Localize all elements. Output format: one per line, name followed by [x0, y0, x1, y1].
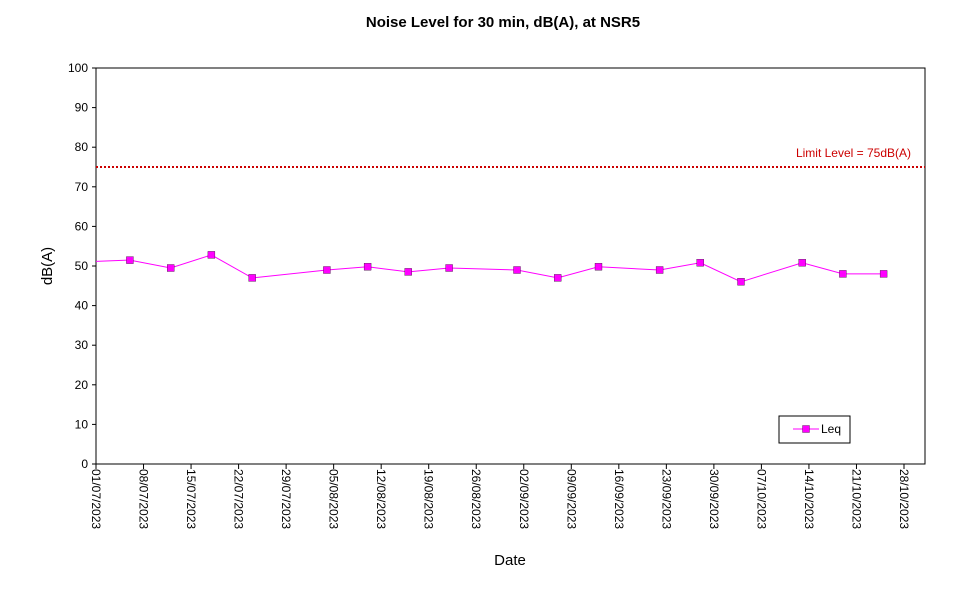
data-point-leq: [696, 259, 704, 267]
y-tick-label: 100: [68, 61, 88, 75]
y-tick-label: 40: [75, 299, 89, 313]
series-leq: [95, 251, 888, 286]
y-tick-label: 20: [75, 378, 89, 392]
y-tick-label: 30: [75, 338, 89, 352]
y-tick-label: 60: [75, 219, 89, 233]
data-point-leq: [737, 278, 745, 286]
x-axis-label: Date: [494, 552, 526, 569]
data-point-leq: [167, 264, 175, 272]
y-tick-label: 10: [75, 417, 89, 431]
data-point-leq: [404, 268, 412, 276]
data-point-leq: [554, 274, 562, 282]
x-tick-label: 08/07/2023: [137, 469, 151, 529]
y-tick-label: 90: [75, 101, 89, 115]
data-point-leq: [363, 263, 372, 271]
x-axis: 01/07/2023 08/07/2023 15/07/2023 22/07/2023…: [89, 464, 911, 529]
x-tick-label: 12/08/2023: [374, 469, 388, 529]
x-tick-label: 16/09/2023: [612, 469, 626, 529]
x-tick-label: 19/08/2023: [422, 469, 436, 529]
x-tick-label: 28/10/2023: [897, 469, 911, 529]
y-tick-label: 0: [81, 457, 88, 471]
legend-marker-leq: [802, 425, 810, 433]
data-point-leq: [655, 266, 664, 274]
legend: Leq: [778, 415, 851, 444]
data-point-leq: [126, 256, 134, 264]
y-tick-label: 50: [75, 259, 89, 273]
data-point-leq: [594, 263, 603, 271]
legend-box: [778, 415, 851, 444]
legend-label-leq: Leq: [821, 422, 841, 436]
x-tick-label: 23/09/2023: [659, 469, 673, 529]
chart-title: Noise Level for 30 min, dB(A), at NSR5: [366, 14, 640, 31]
series-line-leq: [95, 254, 884, 283]
x-tick-label: 14/10/2023: [802, 469, 816, 529]
x-tick-label: 22/07/2023: [232, 469, 246, 529]
x-tick-label: 09/09/2023: [564, 469, 578, 529]
data-point-leq: [798, 259, 806, 267]
data-point-leq: [513, 266, 521, 274]
x-tick-label: 30/09/2023: [707, 469, 721, 529]
x-tick-label: 05/08/2023: [327, 469, 341, 529]
x-tick-label: 02/09/2023: [517, 469, 531, 529]
x-tick-label: 21/10/2023: [849, 469, 863, 529]
y-axis: 0 10 20 30 40 50 60 70 80 90 100: [68, 61, 96, 471]
x-tick-label: 01/07/2023: [89, 469, 103, 529]
x-tick-label: 15/07/2023: [184, 469, 198, 529]
data-point-leq: [879, 270, 888, 278]
data-point-leq: [445, 264, 453, 272]
x-tick-label: 26/08/2023: [469, 469, 483, 529]
data-point-leq: [207, 251, 216, 259]
x-tick-label: 29/07/2023: [279, 469, 293, 529]
data-point-leq: [248, 274, 256, 282]
x-tick-label: 07/10/2023: [754, 469, 768, 529]
data-point-leq: [323, 266, 331, 274]
data-point-leq: [839, 270, 847, 278]
y-tick-label: 80: [75, 140, 89, 154]
y-axis-label: dB(A): [39, 247, 56, 285]
y-tick-label: 70: [75, 180, 89, 194]
limit-label: Limit Level = 75dB(A): [796, 146, 911, 160]
